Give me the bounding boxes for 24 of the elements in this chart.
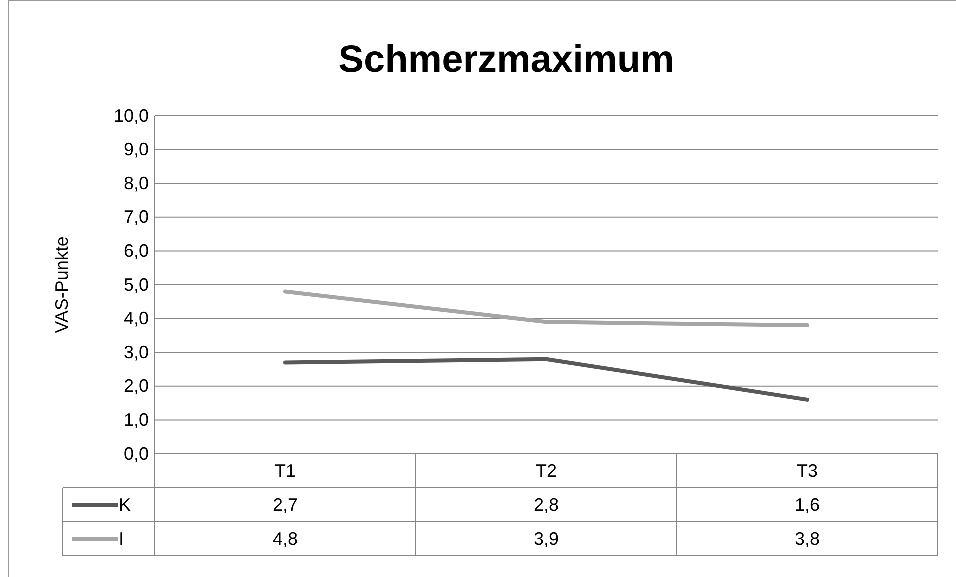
y-tick-label: 3,0 bbox=[124, 342, 149, 362]
x-tick-label: T1 bbox=[274, 461, 296, 481]
data-label: 3,8 bbox=[794, 529, 820, 549]
chart-title: Schmerzmaximum bbox=[338, 39, 674, 81]
y-tick-label: 5,0 bbox=[124, 274, 149, 295]
legend-label: I bbox=[119, 529, 124, 549]
y-tick-label: 1,0 bbox=[124, 410, 149, 430]
data-label: 1,6 bbox=[794, 495, 820, 515]
y-tick-label: 7,0 bbox=[124, 207, 149, 228]
y-tick-label: 9,0 bbox=[124, 140, 149, 160]
y-tick-label: 0,0 bbox=[124, 444, 149, 464]
x-tick-label: T3 bbox=[796, 461, 818, 481]
y-tick-label: 4,0 bbox=[124, 308, 149, 329]
y-tick-label: 10,0 bbox=[114, 106, 149, 126]
y-tick-label: 6,0 bbox=[124, 240, 149, 261]
data-label: 4,8 bbox=[272, 529, 298, 549]
y-axis-title: VAS-Punkte bbox=[52, 236, 72, 334]
y-tick-label: 8,0 bbox=[124, 173, 149, 194]
legend-label: K bbox=[119, 495, 132, 515]
data-label: 3,9 bbox=[534, 529, 560, 549]
data-label: 2,8 bbox=[534, 495, 560, 515]
y-tick-label: 2,0 bbox=[124, 376, 149, 396]
data-label: 2,7 bbox=[272, 495, 298, 515]
x-tick-label: T2 bbox=[536, 461, 558, 481]
